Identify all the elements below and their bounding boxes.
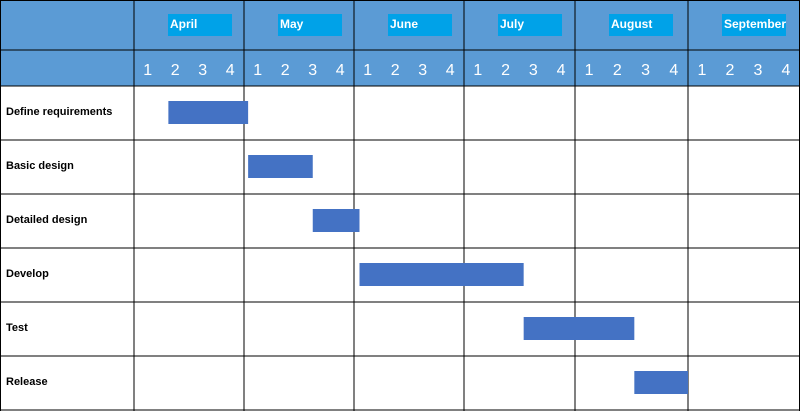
week-tick-label: 3: [754, 62, 763, 79]
week-tick-label: 1: [253, 62, 262, 79]
week-tick-label: 3: [529, 62, 538, 79]
task-label: Develop: [6, 268, 49, 280]
week-tick-label: 4: [226, 62, 235, 79]
week-tick-label: 2: [726, 62, 735, 79]
month-header-april: April: [168, 14, 232, 36]
month-header-june: June: [388, 14, 452, 36]
task-bar-release: [634, 371, 688, 394]
task-label: Release: [6, 376, 48, 388]
month-header-september: September: [722, 14, 786, 36]
week-tick-label: 3: [308, 62, 317, 79]
week-tick-label: 1: [698, 62, 707, 79]
week-tick-label: 4: [782, 62, 791, 79]
month-label: August: [611, 17, 652, 31]
week-tick-label: 3: [641, 62, 650, 79]
task-label: Basic design: [6, 160, 74, 172]
task-label: Detailed design: [6, 214, 88, 226]
task-label: Test: [6, 322, 28, 334]
month-label: May: [280, 17, 304, 31]
month-label-box: [498, 14, 562, 36]
month-label: June: [390, 17, 418, 31]
week-tick-label: 3: [418, 62, 427, 79]
task-bar-develop: [359, 263, 524, 286]
month-label-box: [278, 14, 342, 36]
month-label: July: [500, 17, 524, 31]
month-label-box: [168, 14, 232, 36]
month-label: April: [170, 17, 197, 31]
task-bar-test: [523, 317, 635, 340]
week-tick-label: 2: [171, 62, 180, 79]
week-tick-label: 2: [613, 62, 622, 79]
month-label-box: [388, 14, 452, 36]
week-tick-label: 1: [585, 62, 594, 79]
week-tick-label: 1: [143, 62, 152, 79]
month-label-box: [722, 14, 786, 36]
week-tick-label: 4: [669, 62, 678, 79]
week-tick-label: 1: [363, 62, 372, 79]
month-header-august: August: [609, 14, 673, 36]
week-tick-label: 2: [391, 62, 400, 79]
task-bar-define-requirements: [168, 101, 249, 124]
task-bars: [168, 101, 688, 394]
month-label: September: [724, 17, 786, 31]
task-label: Define requirements: [6, 106, 112, 118]
task-bar-basic-design: [248, 155, 313, 178]
timeline-header: April 1 2 3 4 May 1 2 3 4 June 1 2 3 4 July 1 2 3 4 August 1 2…: [0, 0, 800, 86]
header-background: [0, 0, 800, 86]
month-header-may: May: [278, 14, 342, 36]
week-tick-label: 2: [501, 62, 510, 79]
week-tick-label: 3: [198, 62, 207, 79]
task-bar-detailed-design: [312, 209, 360, 232]
week-tick-label: 4: [446, 62, 455, 79]
week-tick-label: 4: [336, 62, 345, 79]
task-labels: Define requirements Basic design Detailed …: [6, 106, 112, 388]
month-label-box: [609, 14, 673, 36]
week-tick-label: 2: [281, 62, 290, 79]
week-tick-label: 1: [473, 62, 482, 79]
week-tick-label: 4: [557, 62, 566, 79]
month-header-july: July: [498, 14, 562, 36]
